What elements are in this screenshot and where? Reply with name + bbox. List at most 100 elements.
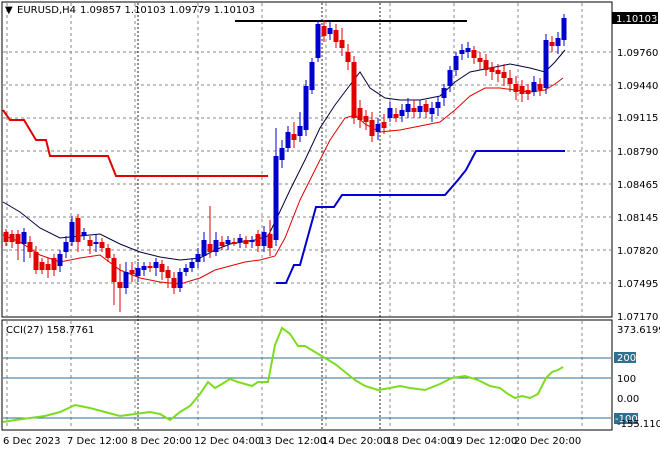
cci-axis-top: 373.6199	[617, 325, 660, 336]
candle-bull	[531, 82, 537, 92]
candle-bear	[339, 40, 345, 48]
candle-bear	[411, 108, 417, 112]
candle-bear	[321, 26, 327, 36]
candle-bull	[453, 56, 459, 70]
candle-bear	[363, 116, 369, 122]
candle-bear	[525, 90, 531, 94]
candle-bear	[393, 114, 399, 118]
price-tick: 1.07820	[617, 246, 658, 257]
candle-bull	[21, 232, 27, 244]
candle-bear	[75, 218, 81, 242]
main-chart-frame	[1, 1, 613, 318]
candle-bear	[207, 244, 213, 252]
candle-bull	[81, 232, 87, 236]
candle-bull	[327, 28, 333, 34]
price-tick: 1.08790	[617, 147, 658, 158]
candle-bear	[519, 86, 525, 94]
indicator-lines	[2, 49, 566, 285]
price-tick: 1.08465	[617, 180, 658, 191]
candle-bull	[447, 70, 453, 86]
candle-bear	[513, 84, 519, 92]
candle-bear	[267, 234, 273, 248]
candle-bull	[555, 38, 561, 46]
cci-level-label: 0.00	[617, 394, 639, 405]
cci-level-label: -100	[615, 414, 638, 425]
candle-bear	[117, 282, 123, 288]
candle-bull	[261, 232, 267, 246]
price-tick: 1.07495	[617, 279, 658, 290]
time-tick: 18 Dec 04:00	[386, 436, 453, 447]
candle-bear	[501, 72, 507, 78]
chart-grid	[3, 3, 611, 429]
candle-bull	[237, 238, 243, 242]
candle-bear	[345, 52, 351, 62]
candle-bear	[381, 122, 387, 128]
candle-bull	[201, 240, 207, 256]
cci-axis-bottom: -155.1103	[617, 419, 660, 430]
candle-bear	[231, 242, 237, 244]
candle-bear	[549, 42, 555, 46]
candle-bull	[93, 242, 99, 244]
candle-bear	[291, 134, 297, 140]
candle-bear	[129, 270, 135, 274]
candle-bear	[33, 252, 39, 270]
candle-bear	[15, 234, 21, 244]
candle-bear	[171, 278, 177, 288]
candle-bear	[255, 234, 261, 246]
candle-bull	[543, 40, 549, 88]
time-tick: 8 Dec 20:00	[131, 436, 192, 447]
candle-bull	[465, 48, 471, 52]
candle-bull	[183, 268, 189, 272]
candle-bull	[177, 272, 183, 288]
cci-level-label: 100	[617, 374, 636, 385]
candle-bear	[159, 264, 165, 272]
candle-bull	[375, 124, 381, 132]
time-axis: 6 Dec 2023 7 Dec 12:00 8 Dec 20:00 12 De…	[3, 436, 581, 447]
time-tick: 13 Dec 12:00	[259, 436, 326, 447]
candle-bull	[387, 108, 393, 118]
candle-bull	[303, 86, 309, 130]
time-tick: 7 Dec 12:00	[67, 436, 128, 447]
indicator-frame	[1, 319, 613, 431]
price-tick: 1.09440	[617, 81, 658, 92]
time-tick: 20 Dec 20:00	[514, 436, 581, 447]
candle-bear	[243, 240, 249, 244]
candle-bear	[369, 120, 375, 136]
candle-bull	[249, 240, 255, 242]
time-tick: 6 Dec 2023	[3, 436, 61, 447]
candle-bull	[123, 272, 129, 288]
candle-bull	[429, 108, 435, 114]
candle-bull	[561, 18, 567, 40]
candle-bull	[273, 156, 279, 240]
candle-bull	[279, 148, 285, 160]
candle-bear	[357, 108, 363, 120]
price-tick: 1.09115	[617, 113, 658, 124]
candle-bear	[27, 242, 33, 252]
candle-bull	[213, 240, 219, 252]
candle-bear	[537, 84, 543, 90]
candle-bear	[99, 242, 105, 248]
candle-bull	[225, 240, 231, 244]
candle-bear	[489, 68, 495, 72]
candle-bear	[3, 232, 9, 242]
stop-line-red	[2, 109, 268, 177]
candle-bull	[285, 132, 291, 148]
candle-bull	[309, 62, 315, 90]
cci-label: CCI(27) 158.7761	[6, 325, 94, 336]
moving-average-slow	[2, 49, 566, 261]
candle-bear	[495, 70, 501, 74]
candle-bull	[399, 110, 405, 116]
price-tick: 1.08145	[617, 213, 658, 224]
candle-bear	[105, 248, 111, 258]
ohlc-readout: 1.09857 1.10103 1.09779 1.10103	[80, 5, 255, 16]
candle-bear	[507, 78, 513, 84]
candle-bear	[333, 30, 339, 42]
cci-level-labels: 200 100 0.00 -100	[614, 352, 639, 425]
price-tick: 1.07170	[617, 312, 658, 323]
candle-bear	[471, 50, 477, 58]
price-tick: 1.09760	[617, 48, 658, 59]
collapse-triangle-icon[interactable]: ▼	[5, 5, 13, 16]
candle-bear	[477, 58, 483, 62]
moving-average-fast	[2, 77, 564, 285]
